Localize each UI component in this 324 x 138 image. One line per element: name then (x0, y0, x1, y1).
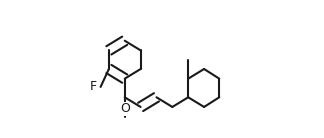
Text: O: O (120, 102, 130, 115)
Text: F: F (90, 80, 97, 93)
